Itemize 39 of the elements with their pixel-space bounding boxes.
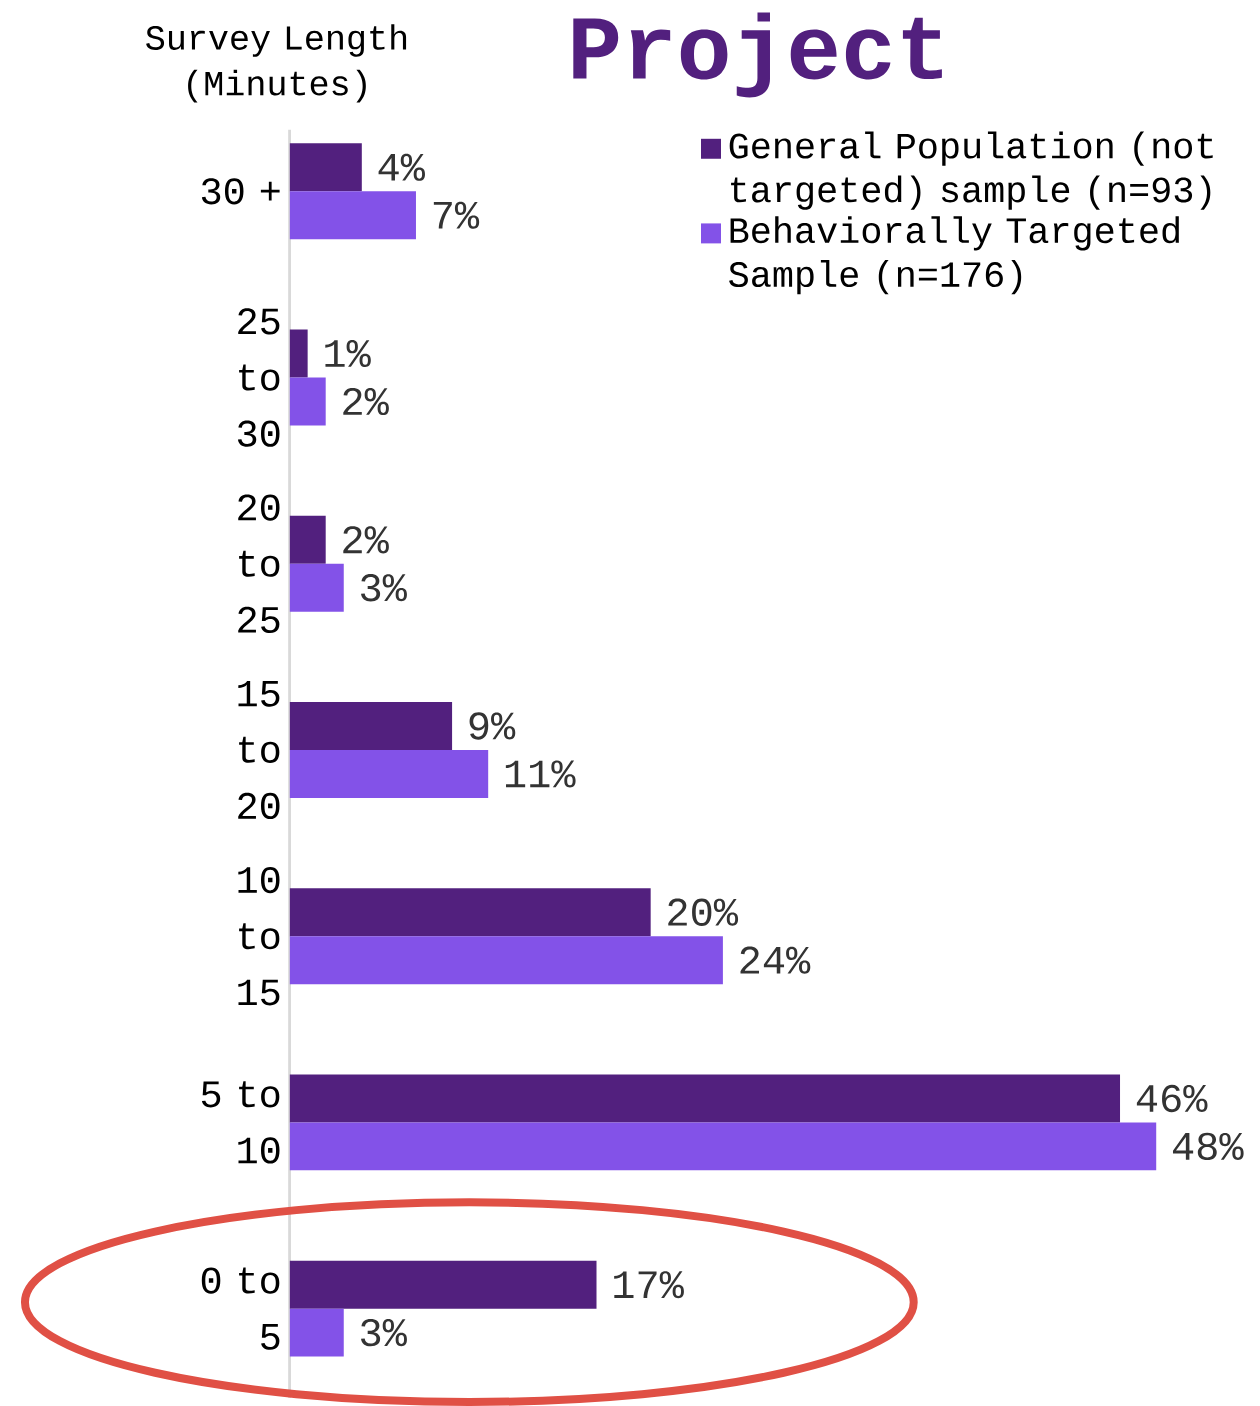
y-tick-label: 10 to 15 — [238, 866, 280, 1006]
bar — [289, 1308, 344, 1357]
data-label: 2% — [343, 387, 389, 416]
bar — [289, 563, 344, 612]
data-label: 11% — [505, 760, 576, 788]
bar — [289, 191, 416, 240]
data-label: 24% — [740, 946, 811, 974]
bar — [289, 702, 452, 750]
y-tick-label: 15 to 20 — [238, 680, 280, 820]
bar — [289, 888, 651, 937]
bar — [289, 1074, 1121, 1123]
data-label: 3% — [360, 574, 407, 602]
bar — [289, 1260, 597, 1309]
y-tick-label: 30 + — [201, 178, 280, 205]
data-label: 48% — [1172, 1132, 1244, 1161]
data-label: 20% — [668, 898, 738, 926]
bar — [289, 749, 489, 798]
data-label: 4% — [378, 153, 425, 181]
legend-label: Behaviorally Targeted Sample (n=176) — [729, 216, 1179, 295]
legend-label: General Population (not targeted) sample (n=93) — [729, 131, 1213, 210]
bar — [289, 936, 723, 985]
data-label: 1% — [325, 340, 371, 368]
data-label: 17% — [614, 1271, 684, 1299]
data-label: 9% — [469, 712, 516, 740]
data-label: 2% — [343, 526, 389, 554]
y-tick-label: 20 to 25 — [238, 494, 280, 633]
data-label: 7% — [433, 201, 480, 229]
chart-title: Project — [573, 12, 942, 98]
y-tick-label: 5 to 10 — [201, 1081, 280, 1164]
bar — [289, 377, 326, 426]
bar — [289, 329, 308, 378]
bar — [289, 515, 326, 564]
data-label: 46% — [1136, 1084, 1208, 1113]
y-tick-label: 25 to 30 — [237, 308, 280, 447]
bar — [289, 143, 362, 192]
y-axis-title: Survey Length (Minutes) — [146, 24, 406, 103]
data-label: 3% — [360, 1318, 407, 1347]
bar — [289, 1122, 1157, 1171]
y-tick-label: 0 to 5 — [201, 1267, 280, 1350]
